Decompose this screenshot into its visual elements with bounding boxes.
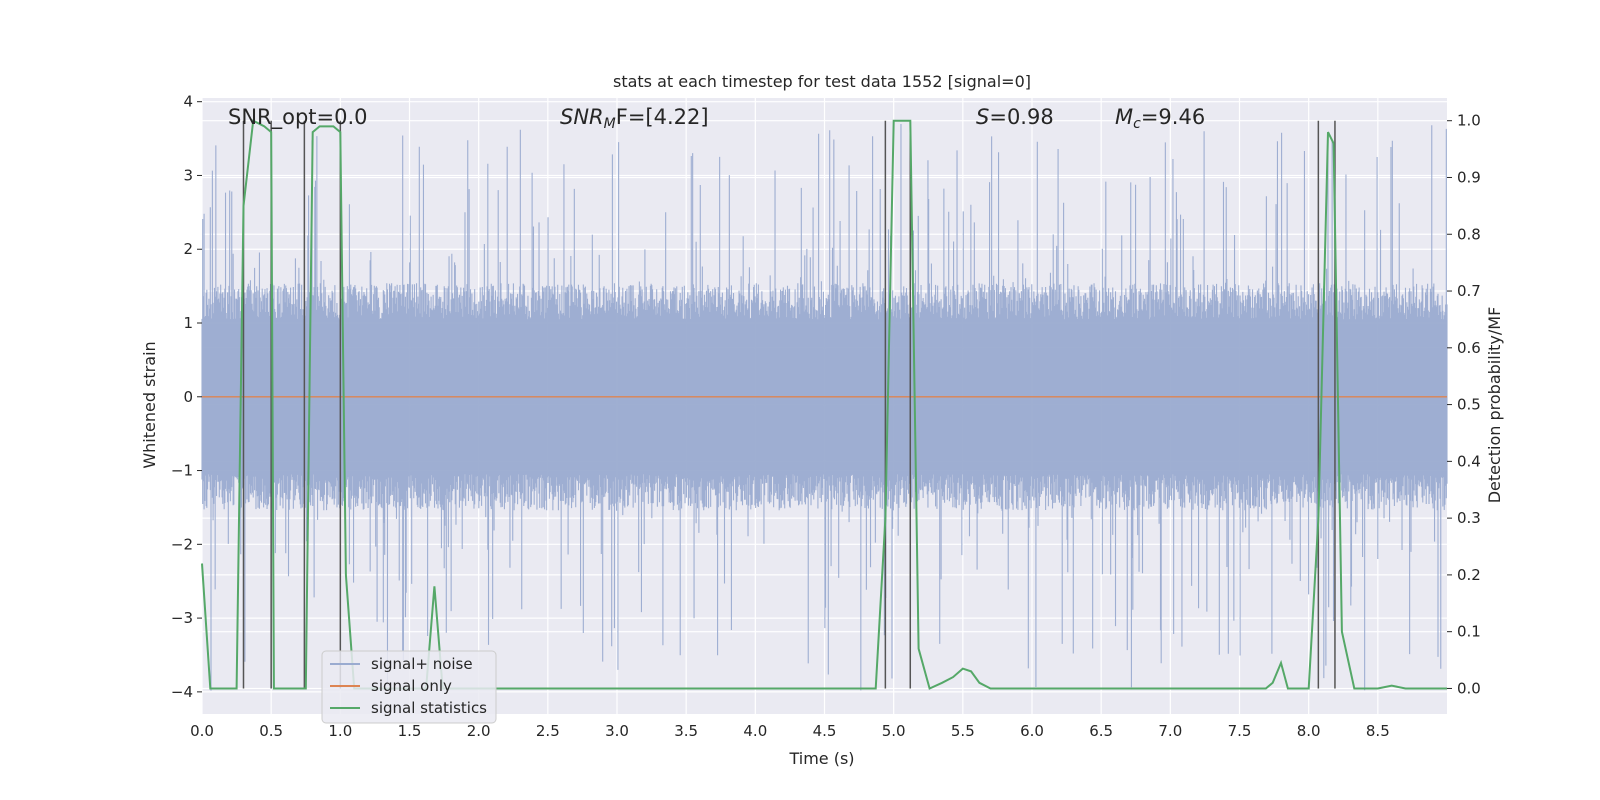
tick-labels: 0.0 0.5 1.0 1.5 2.0 2.5 3.0 3.5 4.0 4.5 5.0 5.5 6.0 6… [171,93,1481,740]
y-right-tick-label: 0.5 [1457,396,1481,414]
x-tick-label: 0.0 [190,722,214,740]
y-right-tick-label: 0.1 [1457,623,1481,641]
annotation-snr-mf-prefix: SNR [560,105,604,129]
y-right-tick-label: 0.2 [1457,566,1481,584]
annotation-snr-mf-sub: M [604,116,616,132]
y-axis-left-title: Whitened strain [140,341,159,468]
x-tick-label: 2.0 [467,722,491,740]
y-left-tick-label: 3 [183,166,193,184]
y-left-tick-label: −1 [171,462,193,480]
annotation-s: S=0.98 [976,105,1054,129]
chart-title: stats at each timestep for test data 155… [613,72,1031,91]
y-right-tick-label: 0.4 [1457,452,1481,470]
y-left-tick-label: 4 [183,93,193,111]
x-tick-label: 4.0 [743,722,767,740]
annotation-snr-mf-suffix: F=[4.22] [616,105,709,129]
y-left-tick-label: −3 [171,609,193,627]
y-right-tick-label: 0.0 [1457,679,1481,697]
y-right-tick-label: 1.0 [1457,112,1481,130]
x-tick-label: 3.0 [605,722,629,740]
y-right-tick-label: 0.3 [1457,509,1481,527]
x-tick-label: 7.5 [1228,722,1252,740]
annotation-s-label: S [976,105,989,129]
x-axis-title: Time (s) [788,749,854,768]
annotation-mc-value: =9.46 [1141,105,1205,129]
y-right-tick-label: 0.7 [1457,282,1481,300]
annotations: SNR_opt=0.0 SNRMF=[4.22] S=0.98 Mc=9.46 [228,105,1205,132]
x-tick-label: 1.5 [398,722,422,740]
x-tick-label: 8.0 [1297,722,1321,740]
x-tick-label: 8.5 [1366,722,1390,740]
x-tick-label: 5.0 [882,722,906,740]
x-tick-label: 6.5 [1089,722,1113,740]
y-right-tick-label: 0.6 [1457,339,1481,357]
y-right-tick-label: 0.8 [1457,225,1481,243]
x-tick-label: 6.0 [1020,722,1044,740]
annotation-snr-opt: SNR_opt=0.0 [228,105,368,130]
y-left-tick-label: −2 [171,535,193,553]
x-tick-label: 1.0 [328,722,352,740]
annotation-s-value: =0.98 [989,105,1053,129]
x-tick-label: 0.5 [259,722,283,740]
x-tick-label: 7.0 [1158,722,1182,740]
legend-box [321,650,497,724]
y-axis-right-title: Detection probability/MF [1485,307,1504,504]
y-left-tick-label: −4 [171,683,193,701]
y-left-tick-label: 2 [183,240,193,258]
legend-label-signal-only: signal only [371,677,452,695]
legend-label-signal-statistics: signal statistics [371,699,487,717]
annotation-mc-sub: c [1133,116,1141,132]
series-signal-statistics [201,119,1447,690]
annotation-mc: Mc=9.46 [1115,105,1205,132]
x-tick-label: 3.5 [674,722,698,740]
x-tick-label: 5.5 [951,722,975,740]
y-left-tick-label: 1 [183,314,193,332]
y-right-tick-label: 0.9 [1457,168,1481,186]
x-tick-label: 4.5 [813,722,837,740]
annotation-snr-mf: SNRMF=[4.22] [560,105,709,132]
legend: signal+ noise signal only signal statist… [321,650,497,724]
y-left-tick-label: 0 [183,388,193,406]
annotation-mc-label: M [1115,105,1133,129]
legend-label-signal-noise: signal+ noise [371,655,473,673]
signal-statistics-trace [201,119,1447,690]
x-tick-label: 2.5 [536,722,560,740]
